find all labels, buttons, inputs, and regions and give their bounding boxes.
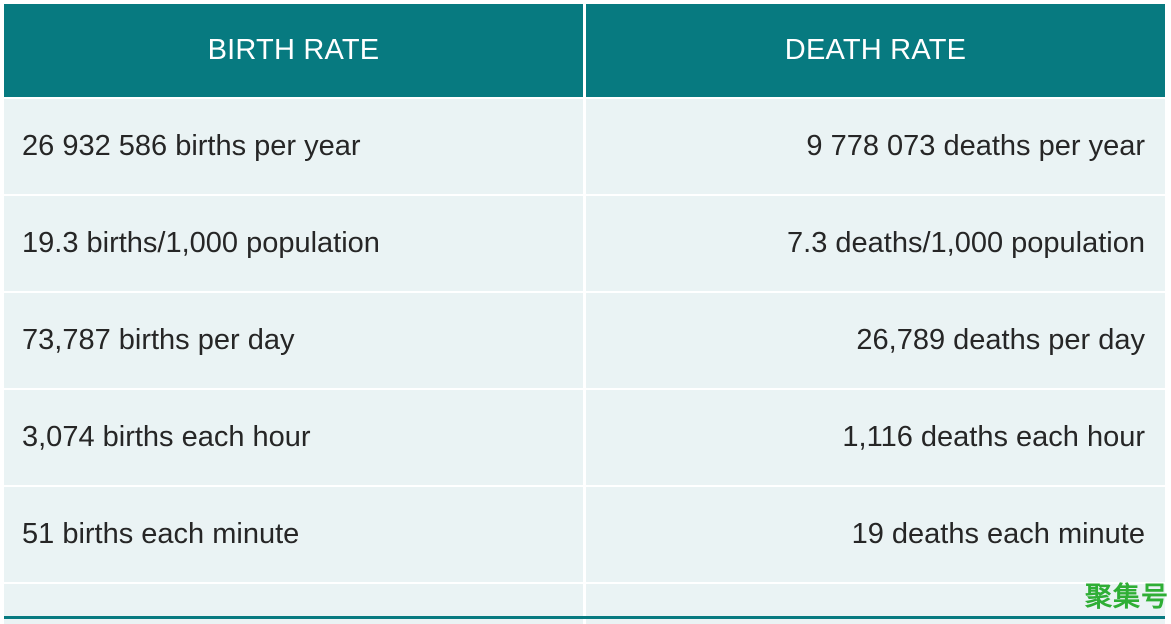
death-rate-per-day-cell: 26,789 deaths per day bbox=[586, 293, 1165, 388]
birth-rate-per-thousand-cell: 19.3 births/1,000 population bbox=[4, 196, 583, 291]
death-rate-per-hour-cell: 1,116 deaths each hour bbox=[586, 390, 1165, 485]
header-death-rate: DEATH RATE bbox=[586, 4, 1165, 97]
birth-death-rate-table: BIRTH RATE DEATH RATE 26 932 586 births … bbox=[4, 4, 1165, 624]
death-rate-per-thousand-cell: 7.3 deaths/1,000 population bbox=[586, 196, 1165, 291]
birth-rate-per-minute-cell: 51 births each minute bbox=[4, 487, 583, 582]
table-bottom-rule bbox=[4, 616, 1165, 619]
death-rate-per-minute-cell: 19 deaths each minute bbox=[586, 487, 1165, 582]
watermark-logo: 聚集号 bbox=[1085, 582, 1169, 613]
birth-rate-per-day-cell: 73,787 births per day bbox=[4, 293, 583, 388]
death-rate-per-year-cell: 9 778 073 deaths per year bbox=[586, 99, 1165, 194]
birth-rate-per-hour-cell: 3,074 births each hour bbox=[4, 390, 583, 485]
header-birth-rate: BIRTH RATE bbox=[4, 4, 583, 97]
birth-rate-per-year-cell: 26 932 586 births per year bbox=[4, 99, 583, 194]
